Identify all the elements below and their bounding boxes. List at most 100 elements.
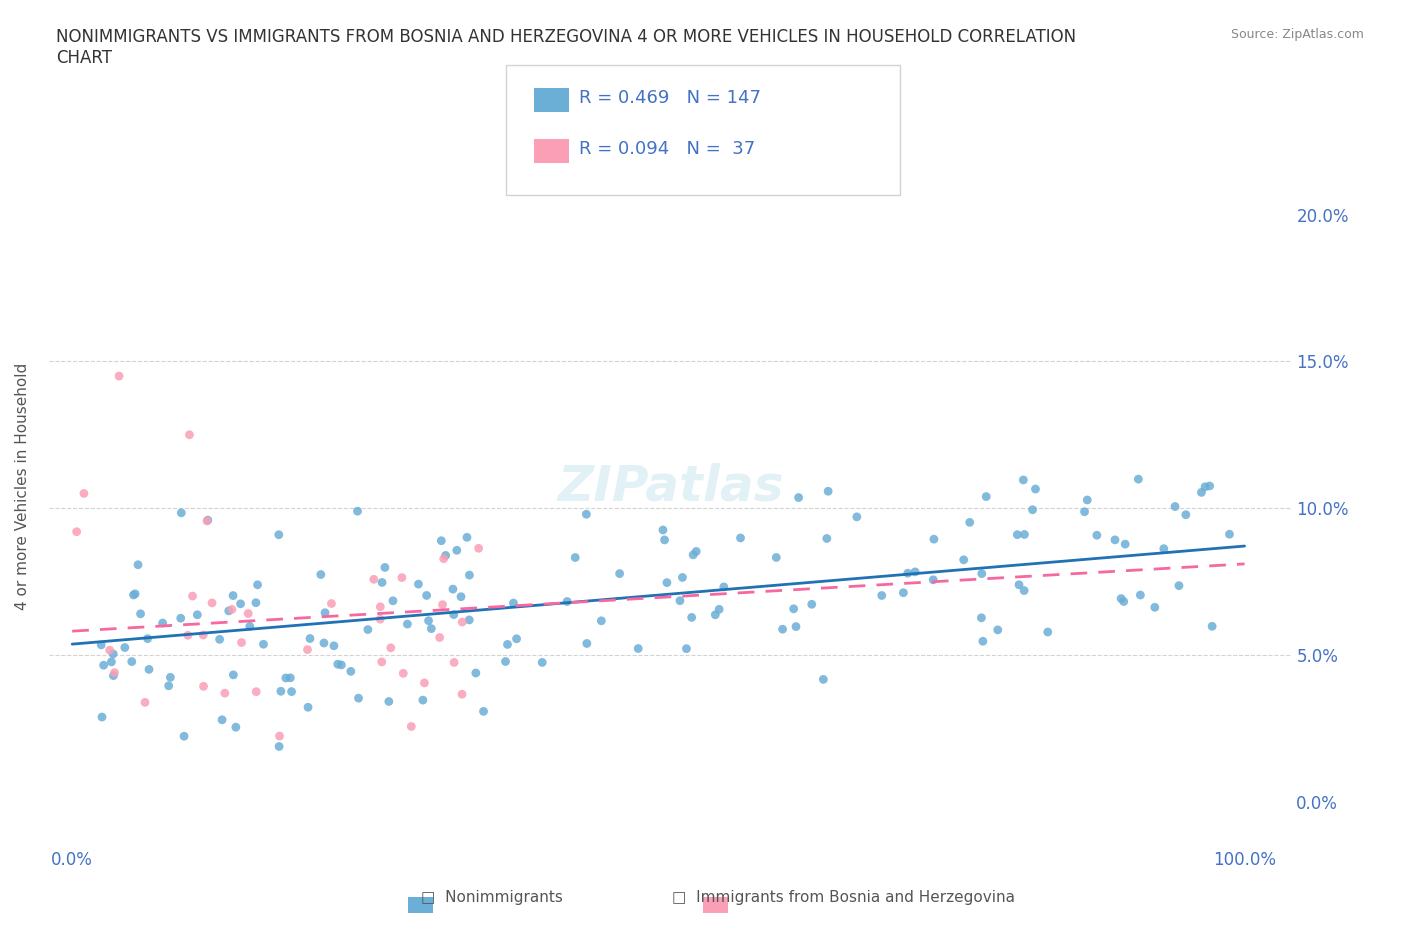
- Point: [434, 548, 457, 563]
- Point: [1014, 527, 1036, 542]
- Point: [443, 607, 465, 622]
- Point: [340, 664, 363, 679]
- Point: [817, 484, 839, 498]
- Point: [326, 657, 349, 671]
- Point: [408, 577, 430, 591]
- Point: [787, 490, 810, 505]
- Point: [368, 612, 391, 627]
- Point: [221, 602, 243, 617]
- Point: [73, 486, 96, 501]
- Point: [970, 610, 993, 625]
- Point: [575, 636, 598, 651]
- Point: [531, 655, 554, 670]
- Point: [1129, 588, 1152, 603]
- Point: [396, 617, 419, 631]
- Point: [415, 588, 437, 603]
- Point: [451, 686, 474, 701]
- Point: [269, 728, 291, 743]
- Point: [312, 635, 335, 650]
- Point: [297, 699, 319, 714]
- Point: [186, 607, 208, 622]
- Point: [347, 691, 370, 706]
- Point: [785, 619, 807, 634]
- Point: [654, 533, 676, 548]
- Point: [897, 565, 920, 580]
- Point: [214, 685, 236, 700]
- Point: [627, 641, 650, 656]
- Point: [433, 551, 456, 566]
- Point: [972, 634, 994, 649]
- Point: [103, 668, 125, 683]
- Point: [429, 630, 451, 644]
- Point: [363, 572, 385, 587]
- Point: [193, 628, 215, 643]
- Point: [278, 671, 301, 685]
- Point: [707, 602, 730, 617]
- Point: [443, 655, 465, 670]
- Point: [208, 631, 231, 646]
- Y-axis label: 4 or more Vehicles in Household: 4 or more Vehicles in Household: [15, 363, 30, 610]
- Point: [432, 597, 454, 612]
- Point: [1201, 618, 1223, 633]
- Point: [420, 621, 443, 636]
- Point: [195, 513, 218, 528]
- Point: [467, 541, 489, 556]
- Point: [441, 581, 464, 596]
- Point: [1104, 533, 1126, 548]
- Text: R = 0.469   N = 147: R = 0.469 N = 147: [579, 88, 761, 107]
- Point: [1012, 472, 1035, 487]
- Point: [90, 637, 112, 652]
- Point: [134, 695, 156, 710]
- Point: [1012, 583, 1035, 598]
- Point: [1198, 479, 1220, 494]
- Point: [681, 610, 703, 625]
- Point: [845, 510, 868, 525]
- Point: [495, 654, 517, 669]
- Point: [655, 575, 678, 590]
- Point: [129, 606, 152, 621]
- Point: [1112, 594, 1135, 609]
- Point: [870, 588, 893, 603]
- Point: [1073, 504, 1095, 519]
- Text: □  Immigrants from Bosnia and Herzegovina: □ Immigrants from Bosnia and Herzegovina: [672, 890, 1015, 905]
- Point: [815, 531, 838, 546]
- Point: [652, 523, 675, 538]
- Point: [267, 527, 290, 542]
- Point: [472, 704, 495, 719]
- Point: [1174, 507, 1197, 522]
- Point: [922, 572, 945, 587]
- Point: [179, 427, 201, 442]
- Point: [496, 637, 519, 652]
- Point: [952, 552, 974, 567]
- Point: [124, 587, 146, 602]
- Point: [181, 589, 204, 604]
- Point: [1153, 541, 1175, 556]
- Point: [245, 595, 267, 610]
- Point: [1218, 526, 1240, 541]
- Point: [456, 530, 478, 545]
- Point: [730, 530, 752, 545]
- Point: [314, 605, 336, 620]
- Point: [893, 585, 915, 600]
- Point: [1168, 578, 1191, 593]
- Point: [270, 684, 292, 698]
- Point: [138, 662, 160, 677]
- Point: [713, 579, 735, 594]
- Point: [380, 641, 402, 656]
- Point: [458, 567, 481, 582]
- Point: [464, 666, 486, 681]
- Point: [108, 368, 131, 383]
- Point: [970, 566, 993, 581]
- Point: [170, 505, 193, 520]
- Point: [297, 642, 319, 657]
- Point: [1036, 625, 1059, 640]
- Text: Source: ZipAtlas.com: Source: ZipAtlas.com: [1230, 28, 1364, 41]
- Point: [91, 710, 114, 724]
- Point: [765, 550, 787, 565]
- Point: [246, 578, 269, 592]
- Point: [193, 679, 215, 694]
- Point: [782, 602, 804, 617]
- Point: [1007, 527, 1029, 542]
- Point: [177, 628, 200, 643]
- Point: [458, 613, 481, 628]
